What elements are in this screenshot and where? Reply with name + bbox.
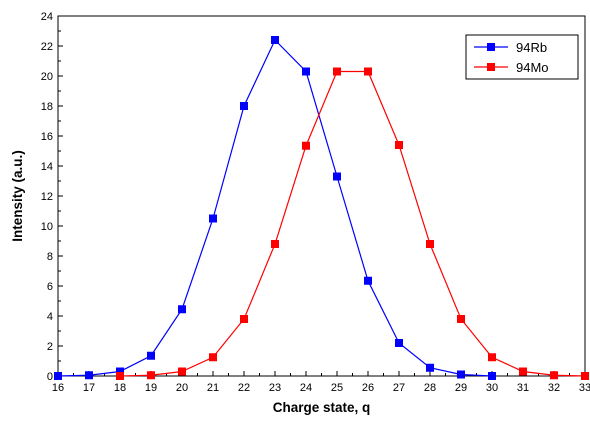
data-point [395,141,403,149]
data-point [147,351,155,360]
legend-item: 94Mo [474,60,549,75]
y-tick-label: 20 [41,71,53,83]
series-line [119,70,586,377]
axis-ticks: 16 17 18 19 20 21 22 23 24 25 26 27 28 29 30 31 32 330246… [41,11,590,394]
legend-marker [487,43,495,51]
data-point [488,353,496,362]
x-tick-label: 21 [207,382,219,394]
x-tick-label: 25 [331,382,343,394]
y-tick-label: 24 [41,11,53,23]
y-tick-label: 12 [41,191,53,203]
series-layer [54,36,589,380]
x-axis-title: Charge state, q [273,400,371,415]
data-point [209,353,217,362]
data-point [178,367,186,376]
x-tick-label: 23 [269,382,281,394]
x-tick-label: 22 [238,382,250,394]
y-tick-label: 8 [47,251,53,263]
data-point [54,372,62,380]
data-point [271,36,279,44]
data-point [364,276,372,285]
data-point [426,363,434,372]
x-tick-label: 19 [145,382,157,394]
legend-box [465,34,579,80]
data-point [550,371,558,380]
data-point [209,214,217,223]
legend-label: 94Mo [516,60,549,75]
data-point [333,172,341,181]
series-line [57,38,493,377]
y-axis-title: Intensity (a.u.) [10,150,25,242]
series-94Rb [54,36,496,380]
data-point [426,240,434,248]
data-point [85,371,93,380]
data-point [240,102,248,110]
y-tick-label: 0 [47,371,53,383]
x-tick-label: 32 [548,382,560,394]
data-point [271,240,279,248]
data-point [240,315,248,323]
data-point [581,372,589,380]
data-point [395,339,403,347]
x-tick-label: 26 [362,382,374,394]
y-tick-label: 6 [47,281,53,293]
y-tick-label: 4 [47,311,53,323]
legend-marker [487,63,495,71]
data-point [364,67,372,76]
data-point [116,372,124,380]
legend: 94Rb 94Mo [465,34,579,80]
series-94Mo [116,67,589,380]
x-tick-label: 18 [114,382,126,394]
y-tick-label: 22 [41,41,53,53]
data-point [333,67,341,76]
y-tick-label: 16 [41,131,53,143]
x-tick-label: 16 [52,382,64,394]
x-tick-label: 33 [579,382,590,394]
x-tick-label: 24 [300,382,312,394]
y-tick-label: 14 [41,161,53,173]
x-tick-label: 17 [83,382,95,394]
x-tick-label: 28 [424,382,436,394]
x-tick-label: 31 [517,382,529,394]
x-tick-label: 27 [393,382,405,394]
data-point [457,315,465,323]
data-point [488,372,496,380]
data-point [116,367,124,376]
data-point [302,141,310,150]
y-tick-label: 10 [41,221,53,233]
y-tick-label: 18 [41,101,53,113]
data-point [519,367,527,376]
x-tick-label: 20 [176,382,188,394]
data-point [302,67,310,76]
x-tick-label: 30 [486,382,498,394]
y-tick-label: 2 [47,341,53,353]
data-point [457,370,465,379]
legend-label: 94Rb [516,40,547,55]
legend-item: 94Rb [474,40,547,55]
x-tick-label: 29 [455,382,467,394]
data-point [147,371,155,380]
data-point [178,305,186,314]
